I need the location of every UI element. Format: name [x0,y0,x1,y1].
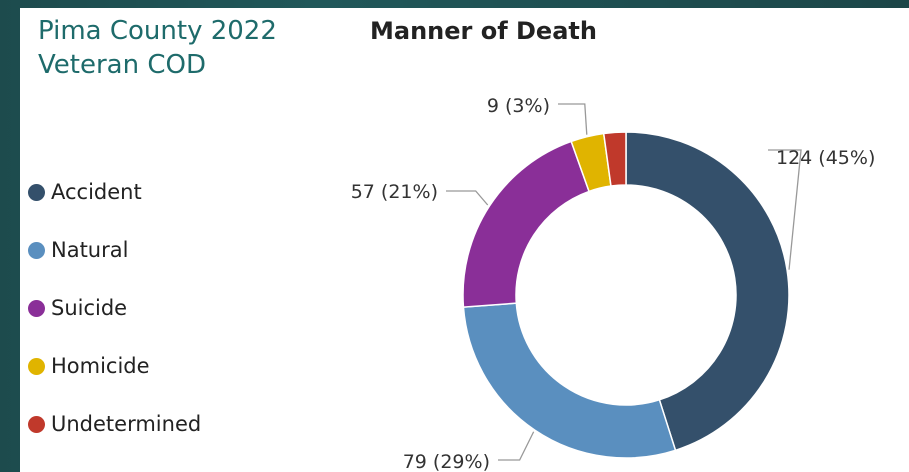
legend-label-suicide: Suicide [51,296,128,320]
slice-undetermined [602,131,627,187]
slice-accident [625,131,790,452]
leader-line-accident [768,149,802,270]
leader-line-homicide [558,103,588,135]
legend-label-undetermined: Undetermined [51,412,202,436]
chart-title: Manner of Death [370,17,597,45]
slide-title: Pima County 2022 Veteran COD [38,14,358,82]
legend-swatch-homicide [28,357,45,375]
legend-swatch-accident [28,183,45,201]
slide-title-line-1: Pima County 2022 [38,16,277,46]
legend-label-natural: Natural [51,238,129,262]
data-label-suicide: 57 (21%) [351,181,438,203]
legend-item-undetermined: Undetermined [28,395,201,453]
chart-legend: Accident Natural Suicide Homicide Undetermin… [28,163,201,453]
legend-swatch-natural [28,241,45,259]
legend-item-homicide: Homicide [28,337,201,395]
slice-suicide [462,140,590,308]
legend-item-natural: Natural [28,221,201,279]
legend-label-accident: Accident [51,180,142,204]
slide-title-line-2: Veteran COD [38,50,206,80]
chart-panel: Pima County 2022 Veteran COD Manner of D… [20,8,909,472]
legend-item-suicide: Suicide [28,279,201,337]
donut-chart: 124 (45%) 79 (29%) 57 (21%) 9 (3%) [351,95,876,472]
legend-swatch-undetermined [28,415,45,433]
data-label-natural: 79 (29%) [403,451,490,472]
leader-line-natural [498,431,535,461]
legend-swatch-suicide [28,299,45,317]
legend-label-homicide: Homicide [51,354,150,378]
data-label-accident: 124 (45%) [776,147,875,169]
data-label-homicide: 9 (3%) [487,95,550,117]
legend-item-accident: Accident [28,163,201,221]
leader-line-suicide [446,190,489,206]
slice-natural [462,302,677,459]
